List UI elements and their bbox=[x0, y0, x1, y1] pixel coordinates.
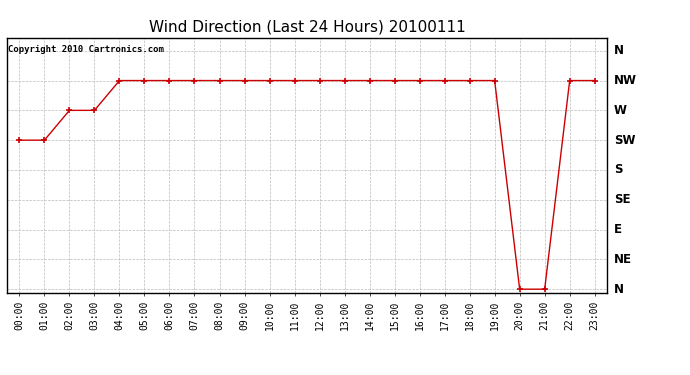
Text: SE: SE bbox=[614, 193, 631, 206]
Text: NE: NE bbox=[614, 253, 632, 266]
Text: E: E bbox=[614, 223, 622, 236]
Text: N: N bbox=[614, 283, 624, 296]
Text: SW: SW bbox=[614, 134, 635, 147]
Text: W: W bbox=[614, 104, 627, 117]
Text: Copyright 2010 Cartronics.com: Copyright 2010 Cartronics.com bbox=[8, 45, 164, 54]
Text: NW: NW bbox=[614, 74, 637, 87]
Text: N: N bbox=[614, 44, 624, 57]
Text: S: S bbox=[614, 164, 622, 177]
Title: Wind Direction (Last 24 Hours) 20100111: Wind Direction (Last 24 Hours) 20100111 bbox=[148, 20, 466, 35]
